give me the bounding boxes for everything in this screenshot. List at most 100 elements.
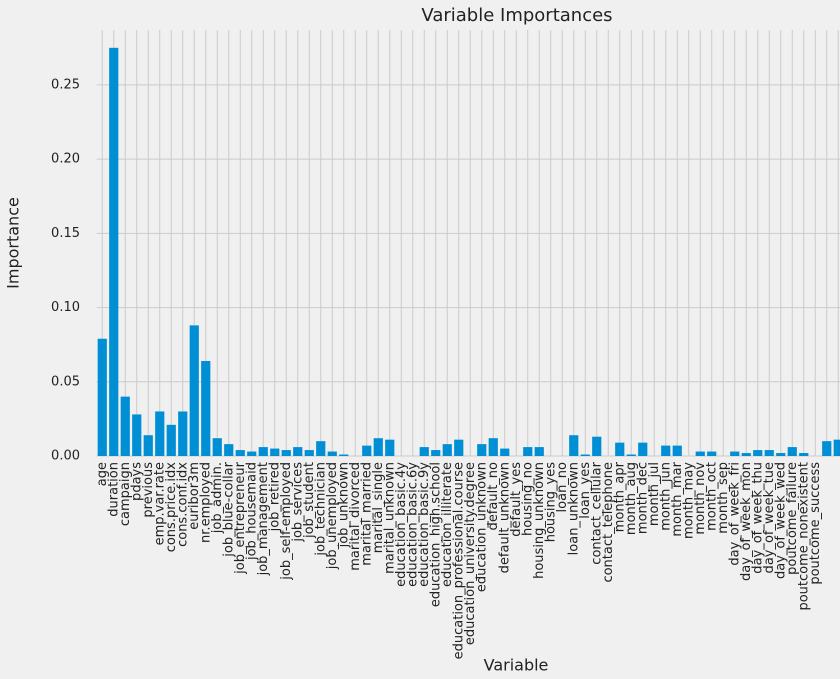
x-tick-label: month_nov bbox=[693, 462, 708, 535]
x-tick-label: default_unknown bbox=[497, 462, 512, 573]
bar bbox=[661, 445, 671, 456]
x-tick-label: job_blue-collar bbox=[221, 461, 236, 557]
x-tick-label: pdays bbox=[129, 462, 144, 501]
bar bbox=[327, 451, 337, 456]
x-tick-label: month_mar bbox=[670, 461, 685, 536]
x-tick-label: housing_unknown bbox=[532, 462, 547, 579]
bar bbox=[224, 444, 234, 456]
x-tick-label: housing_no bbox=[520, 462, 535, 536]
x-tick-label: education_university.degree bbox=[463, 462, 478, 645]
x-tick-label: month_dec bbox=[635, 462, 650, 534]
bar bbox=[592, 436, 602, 456]
bar bbox=[477, 444, 487, 456]
bar bbox=[362, 445, 372, 456]
bar bbox=[615, 442, 625, 456]
x-tick-label: job_student bbox=[302, 462, 317, 539]
x-tick-label: education_basic.6y bbox=[405, 462, 420, 587]
bar bbox=[235, 450, 245, 456]
x-tick-label: housing_yes bbox=[543, 462, 558, 542]
bar bbox=[431, 450, 441, 456]
y-tick-label: 0.05 bbox=[51, 374, 80, 389]
bar bbox=[638, 442, 648, 456]
bar bbox=[143, 435, 153, 456]
y-axis-label: Importance bbox=[4, 197, 23, 289]
x-tick-label: day_of_week_thu bbox=[750, 462, 765, 574]
x-tick-label: job_technician bbox=[313, 462, 328, 557]
bar bbox=[166, 424, 176, 456]
x-tick-label: month_jun bbox=[658, 462, 673, 531]
x-tick-label: poutcome_nonexistent bbox=[796, 462, 811, 611]
bar bbox=[626, 454, 636, 456]
x-tick-label: marital_married bbox=[359, 462, 374, 566]
x-tick-label: month_sep bbox=[716, 462, 731, 534]
x-tick-label: education_basic.9y bbox=[417, 462, 432, 587]
x-tick-label: cons.conf.idx bbox=[175, 462, 190, 547]
y-tick-label: 0.00 bbox=[51, 449, 80, 464]
x-tick-label: age bbox=[95, 462, 110, 486]
bar bbox=[339, 454, 349, 456]
x-tick-label: education_illiterate bbox=[440, 462, 455, 587]
x-tick-label: emp.var.rate bbox=[152, 462, 167, 545]
x-tick-label: loan_no bbox=[555, 462, 570, 513]
x-tick-label: education_unknown bbox=[474, 462, 489, 592]
x-tick-label: loan_yes bbox=[578, 462, 593, 519]
bar bbox=[753, 450, 763, 456]
y-tick-label: 0.20 bbox=[51, 152, 80, 167]
bar bbox=[189, 325, 199, 456]
bar bbox=[419, 447, 429, 456]
bar bbox=[523, 447, 533, 456]
x-tick-label: month_apr bbox=[612, 461, 627, 532]
bar bbox=[764, 450, 774, 456]
x-tick-label: poutcome_success bbox=[808, 462, 823, 585]
x-tick-label: job_admin. bbox=[210, 462, 225, 534]
x-tick-label: duration bbox=[106, 462, 121, 517]
bar bbox=[695, 451, 705, 456]
x-tick-label: job_unknown bbox=[336, 462, 351, 548]
x-tick-label: campaign bbox=[118, 462, 133, 526]
x-tick-label: education_high.school bbox=[428, 462, 443, 607]
bar bbox=[109, 47, 119, 456]
bar bbox=[822, 441, 832, 456]
x-tick-label: marital_single bbox=[371, 462, 386, 553]
bar bbox=[741, 453, 751, 456]
bar bbox=[799, 453, 809, 456]
x-tick-label: job_entrepreneur bbox=[233, 461, 248, 574]
x-tick-label: education_professional.course bbox=[451, 462, 466, 659]
bar bbox=[293, 447, 303, 456]
bar bbox=[155, 411, 165, 456]
x-tick-label: default_no bbox=[486, 462, 501, 530]
x-tick-label: job_self-employed bbox=[279, 462, 294, 581]
x-axis-label: Variable bbox=[484, 656, 549, 675]
bar bbox=[247, 451, 257, 456]
y-tick-label: 0.15 bbox=[51, 226, 80, 241]
x-tick-label: nr.employed bbox=[198, 462, 213, 543]
x-tick-label: day_of_week_tue bbox=[762, 462, 777, 573]
x-tick-label: cons.price.idx bbox=[164, 462, 179, 553]
bar bbox=[672, 445, 682, 456]
y-tick-label: 0.25 bbox=[51, 77, 80, 92]
x-tick-label: day_of_week_mon bbox=[739, 462, 754, 581]
x-tick-label: job_management bbox=[256, 462, 271, 576]
x-tick-label: loan_unknown bbox=[566, 462, 581, 555]
x-tick-label: job_housemaid bbox=[244, 462, 259, 561]
x-tick-label: marital_divorced bbox=[348, 462, 363, 571]
bar bbox=[569, 435, 579, 456]
bar bbox=[580, 454, 590, 456]
x-tick-label: month_jul bbox=[647, 462, 662, 526]
bar bbox=[97, 338, 107, 456]
x-tick-label: previous bbox=[141, 462, 156, 518]
bar bbox=[373, 438, 383, 456]
x-tick-label: contact_telephone bbox=[601, 462, 616, 583]
x-tick-label: contact_cellular bbox=[589, 461, 604, 564]
bar bbox=[316, 441, 326, 456]
bar bbox=[270, 448, 280, 456]
x-tick-label: job_retired bbox=[267, 462, 282, 532]
bar bbox=[833, 439, 840, 456]
x-tick-label: education_basic.4y bbox=[394, 462, 409, 587]
x-tick-label: default_yes bbox=[509, 462, 524, 537]
x-tick-label: month_may bbox=[681, 462, 696, 539]
bar bbox=[178, 411, 188, 456]
bar bbox=[304, 450, 314, 456]
x-tick-label: day_of_week_fri bbox=[727, 462, 742, 566]
